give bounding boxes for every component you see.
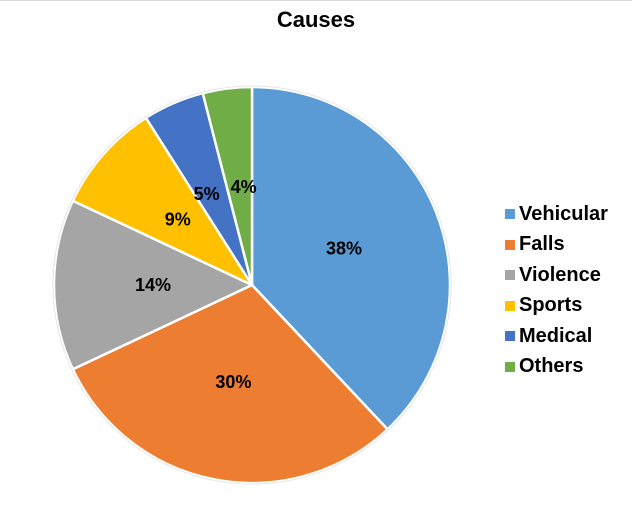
- legend-label-others: Others: [519, 355, 584, 378]
- pie-slice-vehicular: [250, 85, 452, 431]
- legend-item-others: Others: [505, 352, 608, 383]
- legend-item-violence: Violence: [505, 260, 608, 291]
- pie-slice-falls: [71, 283, 389, 485]
- data-label-falls: 30%: [215, 372, 251, 392]
- legend-swatch-violence: [505, 270, 515, 281]
- legend-label-falls: Falls: [519, 233, 565, 256]
- chart-title: Causes: [276, 7, 356, 32]
- legend-label-vehicular: Vehicular: [519, 202, 608, 225]
- chart-legend: Vehicular Falls Violence Sports Medical Other…: [505, 199, 608, 382]
- legend-swatch-others: [505, 361, 515, 372]
- legend-item-vehicular: Vehicular: [505, 199, 608, 230]
- data-label-vehicular: 38%: [326, 239, 362, 259]
- legend-label-violence: Violence: [519, 263, 601, 286]
- legend-item-medical: Medical: [505, 321, 608, 352]
- legend-label-sports: Sports: [519, 294, 583, 317]
- legend-item-falls: Falls: [505, 230, 608, 261]
- pie-slice-violence: [52, 199, 254, 371]
- data-label-others: 4%: [231, 177, 257, 197]
- data-label-violence: 14%: [135, 275, 171, 295]
- legend-label-medical: Medical: [519, 324, 593, 347]
- data-label-sports: 9%: [165, 210, 191, 230]
- data-label-medical: 5%: [194, 184, 220, 204]
- pie-outline: [52, 85, 452, 485]
- legend-swatch-vehicular: [505, 209, 515, 220]
- legend-swatch-falls: [505, 239, 515, 250]
- legend-swatch-sports: [505, 300, 515, 311]
- legend-swatch-medical: [505, 331, 515, 342]
- pie-slice-sports: [71, 116, 254, 287]
- pie-slice-others: [201, 85, 254, 287]
- legend-item-sports: Sports: [505, 291, 608, 322]
